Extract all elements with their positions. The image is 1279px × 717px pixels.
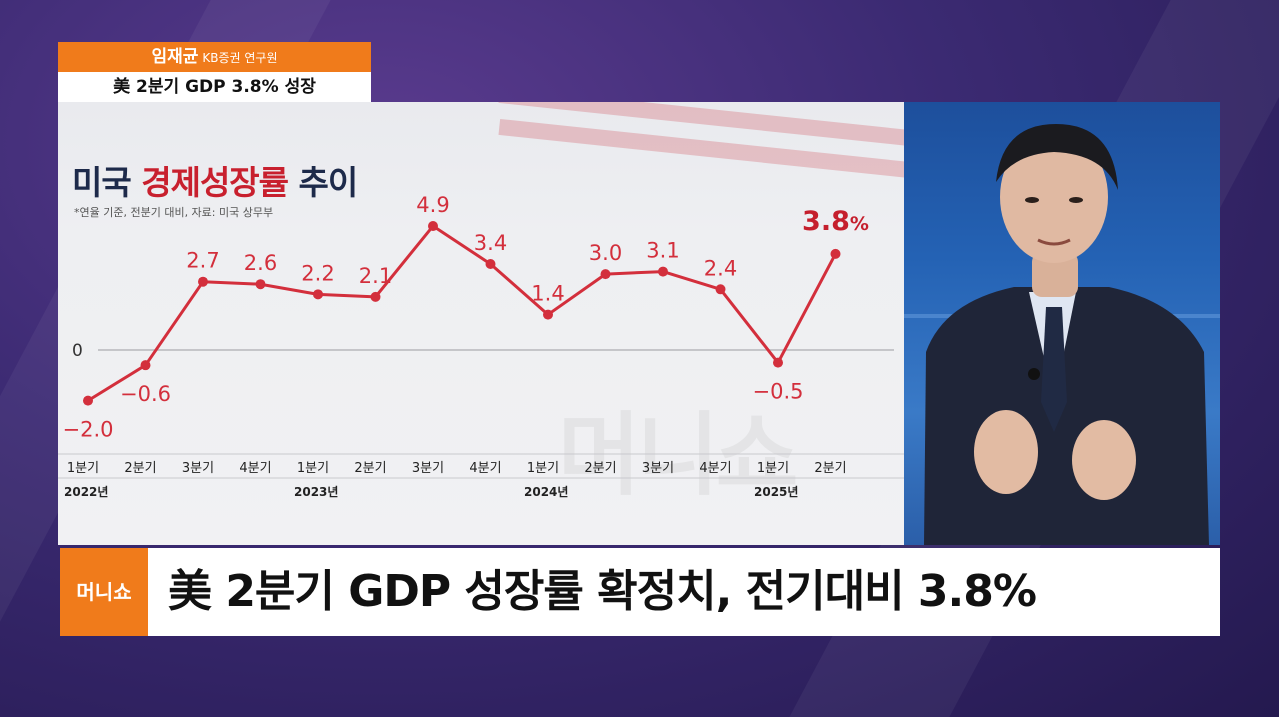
quarter-tick-label: 2분기 — [584, 461, 616, 476]
data-label: −2.0 — [63, 418, 114, 442]
year-label: 2024년 — [524, 485, 568, 499]
data-point — [658, 266, 668, 277]
zero-label: 0 — [72, 341, 83, 361]
data-point — [543, 309, 553, 320]
data-label: 3.1 — [646, 239, 679, 263]
data-label: 1.4 — [531, 282, 564, 306]
data-point — [830, 248, 841, 259]
gdp-series-line — [87, 224, 837, 402]
quarter-tick-label: 3분기 — [182, 461, 214, 476]
data-point — [485, 258, 496, 269]
data-point — [313, 289, 323, 300]
chart-title-part1: 미국 — [72, 163, 142, 202]
quarter-tick-label: 3분기 — [412, 461, 444, 476]
chart-title-highlight: 경제성장률 — [141, 163, 289, 202]
data-point — [255, 279, 266, 290]
headline-text: 美 2분기 GDP 성장률 확정치, 전기대비 3.8% — [168, 566, 1037, 617]
quarter-tick-label: 4분기 — [699, 461, 731, 476]
quarter-tick-label: 1분기 — [67, 461, 99, 476]
quarter-tick-label: 3분기 — [642, 461, 674, 476]
data-label: 3.0 — [589, 241, 622, 265]
data-point — [600, 269, 611, 280]
data-point — [773, 357, 783, 368]
data-point — [198, 276, 208, 287]
quarter-tick-label: 4분기 — [239, 461, 271, 476]
data-label-unit: % — [850, 213, 869, 235]
data-label: 4.9 — [416, 193, 449, 217]
data-label: −0.5 — [753, 380, 804, 404]
chart-subtitle: *연율 기준, 전분기 대비, 자료: 미국 상무부 — [74, 206, 274, 219]
data-label: 2.4 — [704, 256, 737, 280]
speaker-affiliation: KB증권 연구원 — [202, 51, 278, 65]
gdp-chart-panel: 머니쇼 미국 경제성장률 추이 *연율 기준, 전분기 대비, 자료: 미국 상… — [58, 102, 904, 545]
data-label: 2.2 — [301, 261, 334, 285]
data-point — [715, 284, 726, 295]
channel-logo: 머니쇼 — [60, 548, 148, 636]
quarter-tick-label: 1분기 — [527, 461, 559, 476]
chart-title-part2: 추이 — [288, 163, 359, 202]
data-label: 3.4 — [474, 231, 507, 255]
quarter-tick-label: 2분기 — [354, 461, 386, 476]
data-label: 2.7 — [186, 249, 219, 273]
quarter-tick-label: 2분기 — [814, 461, 846, 476]
quarter-tick-label: 4분기 — [469, 461, 501, 476]
year-label: 2022년 — [64, 485, 108, 499]
data-point — [140, 360, 151, 371]
data-label: −0.6 — [120, 382, 171, 406]
presenter-figure — [904, 124, 1220, 545]
data-point — [83, 395, 93, 406]
data-label: 2.6 — [244, 251, 277, 275]
speaker-name-tag: 임재균 KB증권 연구원 — [58, 42, 371, 72]
presenter-video — [904, 102, 1220, 545]
data-label: 2.1 — [359, 264, 392, 288]
year-label: 2025년 — [754, 485, 798, 499]
data-label: 3.8% — [802, 206, 869, 237]
year-label: 2023년 — [294, 485, 338, 499]
quarter-tick-label: 1분기 — [297, 461, 329, 476]
quarter-tick-label: 1분기 — [757, 461, 789, 476]
headline-ticker: 美 2분기 GDP 성장률 확정치, 전기대비 3.8% — [148, 548, 1220, 636]
data-point — [428, 221, 438, 232]
segment-topic: 美 2분기 GDP 3.8% 성장 — [58, 72, 371, 102]
data-point — [370, 291, 381, 302]
speaker-name: 임재균 — [151, 47, 199, 67]
chart-title: 미국 경제성장률 추이 — [72, 156, 359, 204]
chart-watermark: 머니쇼 — [558, 403, 798, 508]
gdp-line-chart: 0 −2.0−0.6 2.7 2.6 2.2 2.1 4.9 3.4 1.4 3.0 3.1 2.4 −… — [58, 193, 904, 499]
quarter-tick-label: 2분기 — [124, 461, 156, 476]
